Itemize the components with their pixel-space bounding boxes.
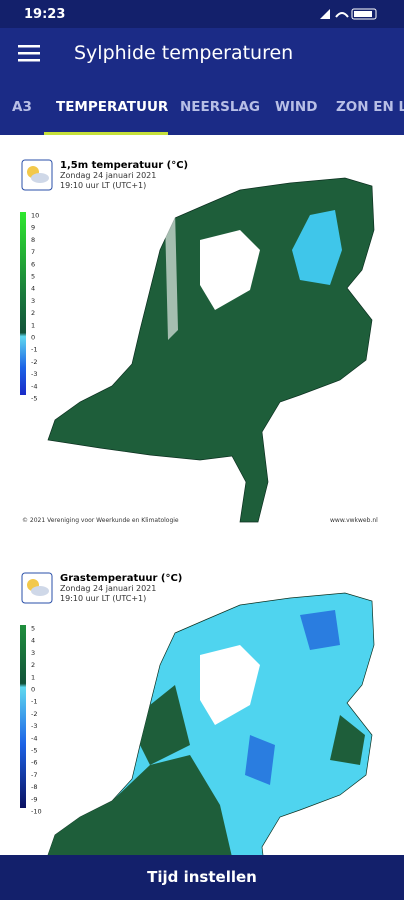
map-2 xyxy=(47,592,375,855)
legend: 5 4 3 2 1 0 -1 -2 -3 -4 -5 -6 -7 -8 -9 -10 xyxy=(31,625,42,816)
legend-label: 10 xyxy=(31,212,39,220)
map-time: 19:10 uur LT (UTC+1) xyxy=(60,594,146,603)
website: www.vwkweb.nl xyxy=(330,517,378,524)
legend-label: -5 xyxy=(31,395,37,403)
legend-label: -2 xyxy=(31,358,37,366)
status-bar: 19:23 xyxy=(0,0,404,28)
legend-label: 1 xyxy=(31,673,35,681)
legend-label: 0 xyxy=(31,686,35,694)
legend-label: 3 xyxy=(31,297,35,305)
tab-bar: A3 TEMPERATUUR NEERSLAG WIND ZON EN LU xyxy=(0,85,404,135)
legend-label: -3 xyxy=(31,722,37,730)
legend-bar xyxy=(20,625,26,808)
map-1 xyxy=(47,177,375,523)
legend-label: -6 xyxy=(31,759,37,767)
legend-label: 3 xyxy=(31,649,35,657)
map-date: Zondag 24 januari 2021 xyxy=(60,584,156,593)
map-title: 1,5m temperatuur (°C) xyxy=(60,160,188,171)
legend-label: 5 xyxy=(31,625,35,633)
legend-label: -7 xyxy=(31,771,37,779)
legend-label: 0 xyxy=(31,334,35,342)
legend-label: 9 xyxy=(31,224,35,232)
legend-label: -4 xyxy=(31,734,37,742)
map-title: Grastemperatuur (°C) xyxy=(60,573,182,584)
legend-label: -1 xyxy=(31,698,37,706)
legend-label: -2 xyxy=(31,710,37,718)
app-bar: Sylphide temperaturen xyxy=(0,28,404,85)
legend-label: 8 xyxy=(31,236,35,244)
map-time: 19:10 uur LT (UTC+1) xyxy=(60,181,146,190)
legend-label: 7 xyxy=(31,248,35,256)
map-date: Zondag 24 januari 2021 xyxy=(60,171,156,180)
menu-button[interactable] xyxy=(18,44,40,62)
legend-label: 4 xyxy=(31,637,35,645)
legend-label: 5 xyxy=(31,273,35,281)
legend-label: -4 xyxy=(31,382,37,390)
clock: 19:23 xyxy=(24,7,66,22)
tab[interactable]: WIND xyxy=(275,99,318,115)
legend-label: -1 xyxy=(31,346,37,354)
legend-label: 2 xyxy=(31,309,35,317)
app-title: Sylphide temperaturen xyxy=(74,42,294,64)
legend-label: 4 xyxy=(31,285,35,293)
copyright: © 2021 Vereniging voor Weerkunde en Klim… xyxy=(22,517,179,524)
legend-label: -9 xyxy=(31,795,37,803)
status-icons xyxy=(320,8,377,20)
legend-label: -5 xyxy=(31,747,37,755)
tab-indicator xyxy=(44,132,168,135)
legend-label: 1 xyxy=(31,321,35,329)
tab[interactable]: NEERSLAG xyxy=(180,99,260,115)
set-time-button[interactable]: Tijd instellen xyxy=(0,855,404,900)
legend-label: 6 xyxy=(31,260,35,268)
tab[interactable]: A3 xyxy=(12,99,32,115)
legend-label: -3 xyxy=(31,370,37,378)
legend-label: -10 xyxy=(31,808,42,816)
legend-label: 2 xyxy=(31,661,35,669)
legend-label: -8 xyxy=(31,783,37,791)
legend-bar xyxy=(20,212,26,395)
tab[interactable]: ZON EN LU xyxy=(336,99,404,115)
tab[interactable]: TEMPERATUUR xyxy=(56,99,169,115)
